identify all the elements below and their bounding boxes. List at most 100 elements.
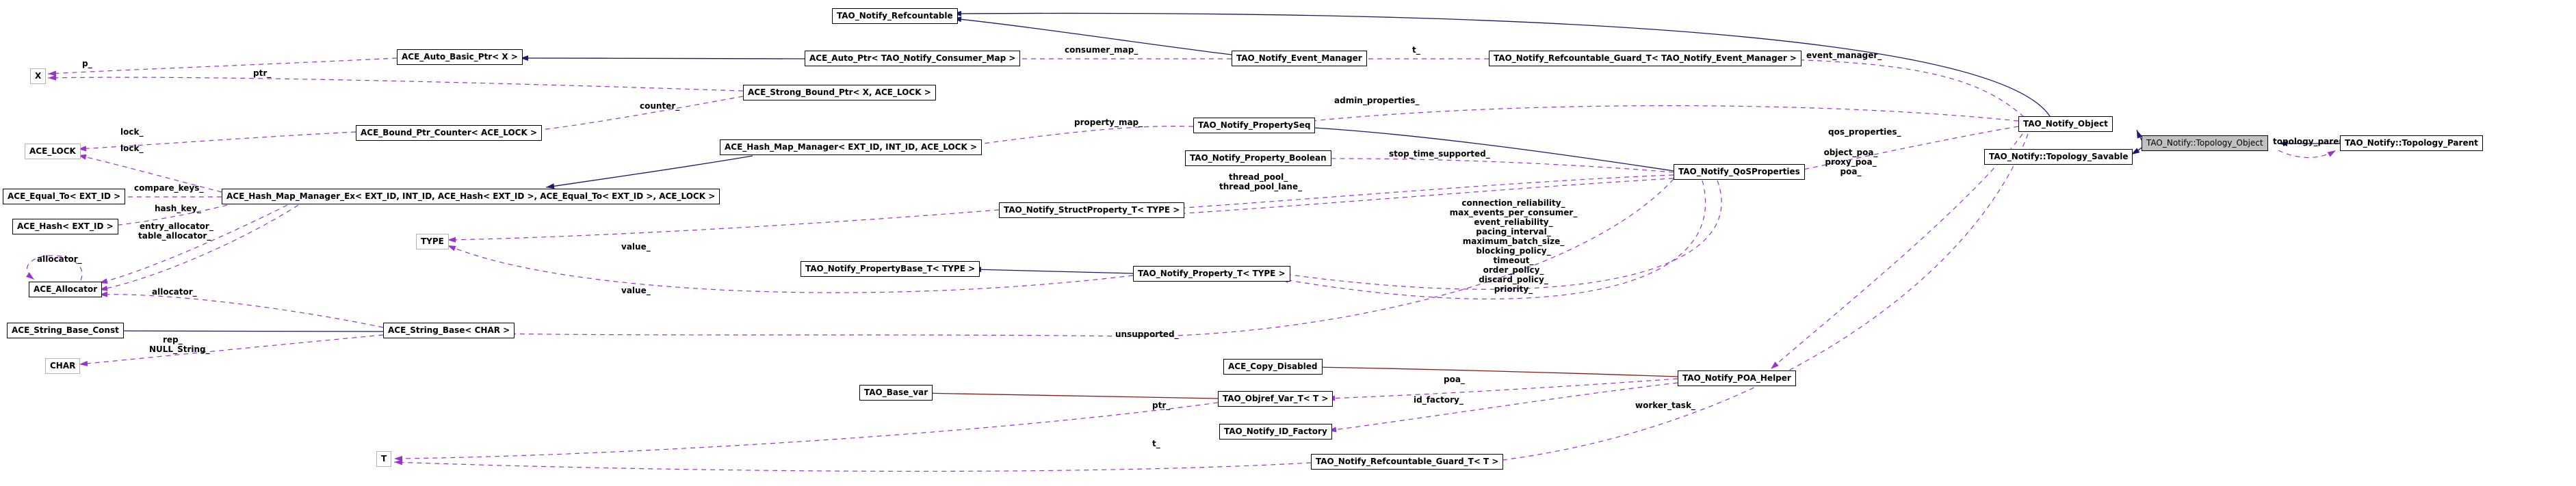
edge-label-lock-1: lock_ [120,127,144,137]
edge-label-event-manager: event_manager_ [1806,51,1882,60]
edge-label-poa-stack: object_poa_ proxy_poa_ poa_ [1806,148,1895,176]
edge-label-counter: counter_ [640,101,680,111]
edge-label-thread-pool-lane: thread_pool_lane_ [1219,182,1303,191]
edge-label-stop-time-supported: stop_time_supported_ [1389,149,1490,159]
node-tao-notify-id-factory[interactable]: TAO_Notify_ID_Factory [1219,424,1332,440]
edge-label-event-reliability: event_reliability_ [1474,217,1553,227]
node-ace-hash[interactable]: ACE_Hash< EXT_ID > [12,219,118,234]
edge-use-p [47,57,398,77]
node-tao-notify-property-t[interactable]: TAO_Notify_Property_T< TYPE > [1133,266,1290,282]
edge-inherit-topology-object-notify-object [2136,129,2143,141]
node-ace-hash-map-manager-ex[interactable]: ACE_Hash_Map_Manager_Ex< EXT_ID, INT_ID,… [222,189,720,204]
edge-label-timeout: timeout_ [1493,256,1534,265]
edge-use-property-map [962,126,1194,148]
node-topology-parent[interactable]: TAO_Notify::Topology_Parent [2340,135,2483,151]
edge-label-max-events-per-consumer: max_events_per_consumer_ [1449,208,1578,217]
edge-label-qos-policy-stack: connection_reliability_ max_events_per_c… [1445,198,1582,294]
edge-label-property-map: property_map_ [1074,118,1143,127]
node-tao-notify-propertyseq[interactable]: TAO_Notify_PropertySeq [1193,118,1316,133]
node-type: TYPE [416,234,449,249]
node-ace-allocator[interactable]: ACE_Allocator [29,282,103,297]
edge-use-topology-parent [2278,150,2337,159]
node-ace-string-base-const[interactable]: ACE_String_Base_Const [7,323,124,338]
edge-label-blocking-policy: blocking_policy_ [1476,246,1551,256]
edge-use-lock-2 [77,154,222,193]
edge-label-topology-parent: topology_parent_ [2273,137,2353,146]
node-tao-notify-propertybase-t[interactable]: TAO_Notify_PropertyBase_T< TYPE > [801,261,980,277]
edge-label-t-bottom: t_ [1152,439,1160,448]
edge-private-poa-helper-copy-disabled [1312,364,1678,377]
edge-label-worker-task: worker_task_ [1635,401,1695,410]
edge-inherit-qos-propertyseq [1303,124,1674,172]
edge-use-thread-pool-lane [1174,178,1674,217]
node-tao-notify-poa-helper[interactable]: TAO_Notify_POA_Helper [1678,370,1796,386]
edge-use-event-manager [1781,57,2025,118]
node-ace-bound-ptr-counter[interactable]: ACE_Bound_Ptr_Counter< ACE_LOCK > [356,125,543,141]
edge-use-value-struct [447,209,1000,243]
edge-use-worker-task [1491,133,2029,463]
edge-use-id-factory [1327,382,1678,433]
node-tao-notify-structproperty-t[interactable]: TAO_Notify_StructProperty_T< TYPE > [999,202,1185,218]
node-refcountable-guard-t[interactable]: TAO_Notify_Refcountable_Guard_T< T > [1311,454,1504,470]
node-tao-notify-refcountable[interactable]: TAO_Notify_Refcountable [832,8,958,24]
edge-label-lock-2: lock_ [120,144,144,153]
edge-label-id-factory: id_factory_ [1414,395,1463,405]
edge-label-null-string: NULL_String_ [149,345,210,354]
node-topology-savable[interactable]: TAO_Notify::Topology_Savable [1984,149,2133,165]
edge-label-compare-keys: compare_keys_ [134,183,204,193]
node-ace-auto-basic-ptr[interactable]: ACE_Auto_Basic_Ptr< X > [397,49,523,65]
edge-label-poa: poa_ [1840,167,1862,176]
node-tao-notify-event-manager[interactable]: TAO_Notify_Event_Manager [1232,51,1367,66]
edge-use-rep-null-string [79,334,384,366]
edge-private-objref-var-base-var [920,390,1219,399]
node-topology-object-focal: TAO_Notify::Topology_Object [2142,135,2268,151]
edge-label-unsupported: unsupported_ [1115,329,1179,339]
edge-use-ptr-top [47,75,744,92]
edge-inherit-event-manager-refcountable [952,16,1232,55]
edge-use-value-property [447,245,1134,293]
node-ace-strong-bound-ptr[interactable]: ACE_Strong_Bound_Ptr< X, ACE_LOCK > [743,85,936,100]
node-tao-objref-var-t[interactable]: TAO_Objref_Var_T< T > [1218,391,1333,407]
edge-label-ptr-top: ptr_ [253,68,272,78]
node-refcountable-guard-event-manager[interactable]: TAO_Notify_Refcountable_Guard_T< TAO_Not… [1489,51,1801,66]
edge-use-counter [517,96,744,135]
edge-inherit-string-base-const [112,328,384,334]
edge-label-proxy-poa: proxy_poa_ [1825,157,1877,167]
node-ace-equal-to[interactable]: ACE_Equal_To< EXT_ID > [3,189,126,204]
edge-label-maximum-batch-size: maximum_batch_size_ [1462,237,1565,246]
edge-label-poa-bottom: poa_ [1444,375,1465,384]
edge-inherit-notify-object-refcountable [952,10,2051,117]
node-t: T [376,451,392,467]
edge-label-order-policy: order_policy_ [1483,265,1544,275]
edge-label-t-top: t_ [1412,45,1420,55]
edge-label-qos-properties: qos_properties_ [1828,127,1901,137]
edge-label-p: p_ [82,59,92,68]
edge-label-allocator: allocator_ [152,287,197,297]
edge-label-consumer-map: consumer_map_ [1065,45,1139,55]
edge-use-qos-policies-a [1279,180,1722,290]
edge-label-pacing-interval: pacing_interval_ [1476,227,1551,237]
edge-label-admin-properties: admin_properties_ [1334,96,1420,105]
edge-use-admin-properties [1304,105,2019,124]
node-ace-string-base[interactable]: ACE_String_Base< CHAR > [383,323,515,338]
edge-label-priority: priority_ [1494,284,1533,294]
node-tao-notify-object[interactable]: TAO_Notify_Object [2018,116,2113,132]
edge-label-rep: rep_ [163,335,183,345]
edge-use-qos-policies-b [1279,180,1706,299]
node-tao-base-var[interactable]: TAO_Base_var [859,385,933,401]
edge-use-unsupported [501,178,1674,337]
node-ace-hash-map-manager[interactable]: ACE_Hash_Map_Manager< EXT_ID, INT_ID, AC… [720,139,983,155]
edge-label-discard-policy: discard_policy_ [1479,275,1548,284]
node-tao-notify-qosproperties[interactable]: TAO_Notify_QoSProperties [1674,164,1805,180]
edge-label-value-2: value_ [621,286,651,295]
node-ace-copy-disabled[interactable]: ACE_Copy_Disabled [1223,359,1323,375]
node-ace-lock: ACE_LOCK [25,144,81,159]
edge-use-allocator-string [99,291,384,328]
node-ace-auto-ptr-consumer-map[interactable]: ACE_Auto_Ptr< TAO_Notify_Consumer_Map > [805,51,1021,66]
node-tao-notify-property-boolean[interactable]: TAO_Notify_Property_Boolean [1185,150,1331,166]
edge-use-stop-time-supported [1322,155,1674,173]
edge-use-poa-bottom [1326,378,1678,401]
edge-label-entry-allocator: entry_allocator_ [140,221,213,231]
